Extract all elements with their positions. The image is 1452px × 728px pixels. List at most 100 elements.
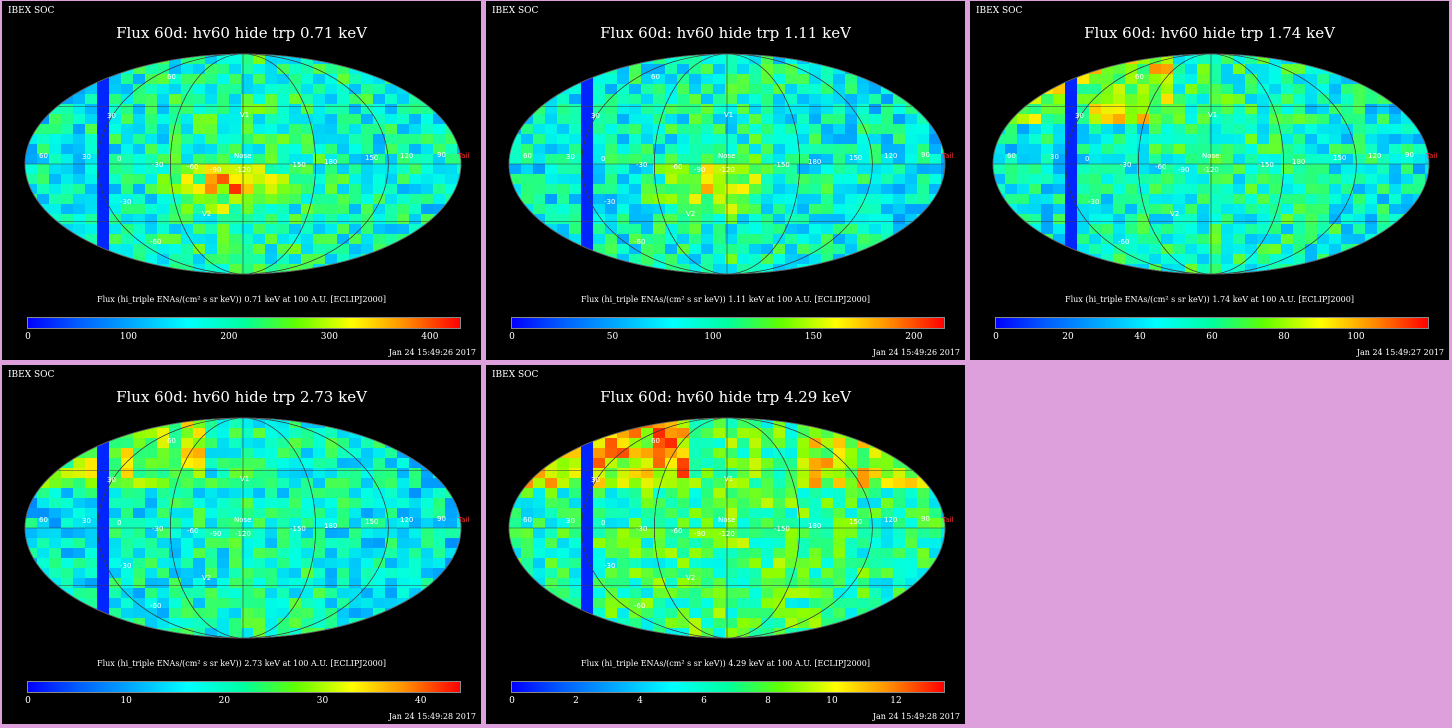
longitude-label: -120 (235, 166, 251, 174)
v1-label: V1 (240, 475, 249, 483)
longitude-label: -150 (774, 525, 790, 533)
longitude-label: -150 (1258, 161, 1274, 169)
longitude-label: 180 (808, 522, 821, 530)
colorbar-tick: 0 (993, 332, 999, 342)
longitude-label: -60 (1155, 163, 1166, 171)
latitude-label: 30 (107, 112, 116, 120)
v1-label: V1 (724, 475, 733, 483)
latitude-label: -60 (150, 238, 161, 246)
colorbar-tick: 300 (320, 332, 338, 342)
latitude-label: -60 (634, 602, 645, 610)
longitude-label: 0 (601, 519, 605, 527)
sky-map: 60 30 0 -30 -60 -90 -120 -150 180 150 120 90 60 30 -30… (24, 53, 469, 275)
colorbar-label: Flux (hi_triple ENAs/(cm² s sr keV)) 1.7… (1065, 295, 1354, 304)
longitude-label: -120 (719, 166, 735, 174)
colorbar-tick: 0 (509, 696, 515, 706)
latitude-label: 30 (1075, 112, 1084, 120)
colorbar-tick: 4 (637, 696, 643, 706)
v2-label: V2 (202, 210, 211, 218)
latitude-label: 30 (591, 476, 600, 484)
sky-map: 60 30 0 -30 -60 -90 -120 -150 180 150 120 90 60 30 -30… (24, 417, 469, 639)
nose-label: Nose (1202, 152, 1219, 160)
timestamp: Jan 24 15:49:27 2017 (1356, 348, 1444, 357)
panel-4.29kev: IBEX SOC Flux 60d: hv60 hide trp 4.29 ke… (486, 365, 965, 724)
colorbar-tick: 80 (1278, 332, 1290, 342)
longitude-label: 60 (523, 516, 532, 524)
colorbar (27, 681, 461, 693)
latitude-label: 60 (651, 73, 660, 81)
colorbar-tick: 400 (421, 332, 439, 342)
colorbar-tick: 12 (890, 696, 902, 706)
v1-label: V1 (1208, 111, 1217, 119)
colorbar-label: Flux (hi_triple ENAs/(cm² s sr keV)) 2.7… (97, 659, 386, 668)
longitude-label: 90 (1405, 151, 1414, 159)
colorbar-tick: 0 (25, 696, 31, 706)
v2-label: V2 (202, 574, 211, 582)
colorbar-tick: 6 (701, 696, 707, 706)
longitude-label: -150 (290, 525, 306, 533)
latitude-label: 60 (167, 437, 176, 445)
longitude-label: 150 (849, 518, 862, 526)
colorbar-tick: 200 (220, 332, 238, 342)
chart-title: Flux 60d: hv60 hide trp 1.74 keV (1084, 24, 1335, 42)
longitude-label: 120 (1368, 152, 1381, 160)
longitude-label: -90 (694, 166, 705, 174)
colorbar-tick: 20 (218, 696, 231, 706)
colorbar-label: Flux (hi_triple ENAs/(cm² s sr keV)) 4.2… (581, 659, 870, 668)
longitude-label: 180 (1292, 158, 1305, 166)
longitude-label: 60 (39, 152, 48, 160)
longitude-label: 150 (365, 154, 378, 162)
latitude-label: 30 (107, 476, 116, 484)
latitude-label: -30 (120, 198, 131, 206)
colorbar-tick: 0 (509, 332, 515, 342)
nose-label: Nose (718, 516, 735, 524)
sky-map: 60 30 0 -30 -60 -90 -120 -150 180 150 120 90 60 30 -30… (508, 417, 953, 639)
longitude-label: 0 (117, 519, 121, 527)
colorbar-tick: 100 (1347, 332, 1365, 342)
longitude-label: -120 (719, 530, 735, 538)
longitude-label: -30 (636, 161, 647, 169)
longitude-label: 30 (1050, 153, 1059, 161)
timestamp: Jan 24 15:49:26 2017 (872, 348, 960, 357)
chart-title: Flux 60d: hv60 hide trp 2.73 keV (116, 388, 367, 406)
corner-label: IBEX SOC (8, 370, 55, 380)
longitude-label: 90 (437, 515, 446, 523)
v2-label: V2 (686, 210, 695, 218)
colorbar-tick: 2 (573, 696, 579, 706)
timestamp: Jan 24 15:49:28 2017 (872, 712, 960, 721)
panel-1.74kev: IBEX SOC Flux 60d: hv60 hide trp 1.74 ke… (970, 1, 1449, 360)
nose-label: Nose (234, 516, 251, 524)
tail-label: Tail (1425, 152, 1437, 160)
longitude-label: 150 (365, 518, 378, 526)
colorbar-tick: 40 (414, 696, 427, 706)
latitude-label: 60 (167, 73, 176, 81)
longitude-label: -90 (694, 530, 705, 538)
longitude-label: -60 (671, 527, 682, 535)
longitude-label: -90 (1178, 166, 1189, 174)
v2-label: V2 (1170, 210, 1179, 218)
longitude-label: -150 (774, 161, 790, 169)
longitude-label: -60 (187, 163, 198, 171)
colorbar (511, 317, 945, 329)
longitude-label: 150 (1333, 154, 1346, 162)
latitude-label: -60 (1118, 238, 1129, 246)
longitude-label: 0 (117, 155, 121, 163)
longitude-label: 120 (400, 516, 413, 524)
timestamp: Jan 24 15:49:26 2017 (388, 348, 476, 357)
longitude-label: -30 (1120, 161, 1131, 169)
longitude-label: -60 (187, 527, 198, 535)
sky-map: 60 30 0 -30 -60 -90 -120 -150 180 150 120 90 60 30 -30… (508, 53, 953, 275)
longitude-label: 60 (1007, 152, 1016, 160)
longitude-label: -90 (210, 530, 221, 538)
latitude-label: -30 (604, 562, 615, 570)
nose-label: Nose (234, 152, 251, 160)
tail-label: Tail (941, 516, 953, 524)
longitude-label: 90 (437, 151, 446, 159)
longitude-label: 150 (849, 154, 862, 162)
colorbar-label: Flux (hi_triple ENAs/(cm² s sr keV)) 0.7… (97, 295, 386, 304)
v2-label: V2 (686, 574, 695, 582)
longitude-label: -30 (152, 161, 163, 169)
longitude-label: 60 (523, 152, 532, 160)
v1-label: V1 (724, 111, 733, 119)
longitude-label: -90 (210, 166, 221, 174)
